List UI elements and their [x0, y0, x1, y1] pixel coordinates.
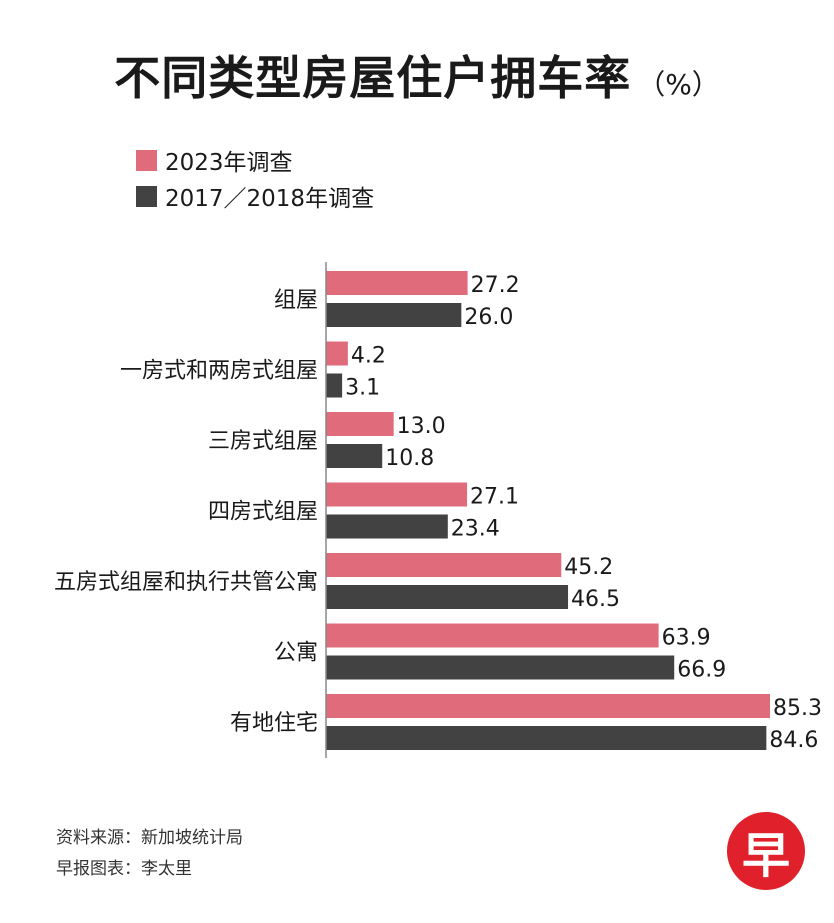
- legend-label-2023: 2023年调查: [165, 150, 293, 176]
- category-label: 五房式组屋和执行共管公寓: [54, 570, 318, 595]
- bar-2017-2018: [326, 444, 383, 468]
- legend-item-2017-2018: 2017／2018年调查: [136, 178, 374, 214]
- legend-swatch-2023: [136, 149, 157, 171]
- footer: 资料来源：新加坡统计局 早报图表：李太里: [56, 823, 243, 885]
- category-label: 三房式组屋: [208, 429, 318, 454]
- data-label: 66.9: [677, 658, 726, 683]
- data-label: 27.1: [470, 485, 519, 510]
- credit-note: 早报图表：李太里: [56, 859, 192, 879]
- legend-swatch-2017-2018: [136, 185, 157, 207]
- zaobao-logo-icon: 早: [727, 812, 805, 890]
- data-label: 3.1: [345, 376, 380, 401]
- chart-title: 不同类型房屋住户拥车率: [114, 51, 632, 105]
- bar-2023: [326, 553, 562, 577]
- data-label: 4.2: [351, 344, 386, 369]
- data-label: 10.8: [385, 446, 434, 471]
- bar-2017-2018: [326, 585, 569, 609]
- category-label: 四房式组屋: [208, 500, 318, 525]
- legend-label-2017-2018: 2017／2018年调查: [165, 186, 375, 212]
- category-label: 公寓: [274, 641, 318, 666]
- category-label: 一房式和两房式组屋: [120, 359, 318, 384]
- legend: 2023年调查 2017／2018年调查: [136, 142, 374, 214]
- bar-2023: [326, 412, 394, 436]
- bar-2017-2018: [326, 655, 675, 680]
- bar-2023: [326, 271, 468, 295]
- bar-2017-2018: [326, 514, 448, 539]
- bar-2023: [326, 694, 770, 718]
- data-label: 26.0: [464, 305, 513, 330]
- category-label: 组屋: [274, 288, 318, 313]
- category-label: 有地住宅: [230, 711, 318, 736]
- chart-title-unit: （%）: [637, 68, 720, 101]
- data-label: 85.3: [773, 696, 822, 721]
- bar-2023: [326, 623, 659, 648]
- data-label: 63.9: [662, 626, 711, 651]
- data-label: 45.2: [564, 555, 613, 580]
- bar-2017-2018: [326, 303, 462, 327]
- data-label: 27.2: [471, 273, 520, 298]
- data-label: 84.6: [769, 728, 818, 753]
- bar-2017-2018: [326, 726, 767, 750]
- legend-item-2023: 2023年调查: [136, 142, 374, 178]
- bar-2023: [326, 482, 468, 507]
- data-label: 46.5: [571, 587, 620, 612]
- chart-title-block: 不同类型房屋住户拥车率 （%）: [0, 42, 834, 108]
- source-note: 资料来源：新加坡统计局: [56, 828, 243, 848]
- data-label: 23.4: [451, 517, 500, 542]
- data-label: 13.0: [397, 414, 446, 439]
- bar-2017-2018: [326, 373, 343, 398]
- bar-2023: [326, 341, 348, 366]
